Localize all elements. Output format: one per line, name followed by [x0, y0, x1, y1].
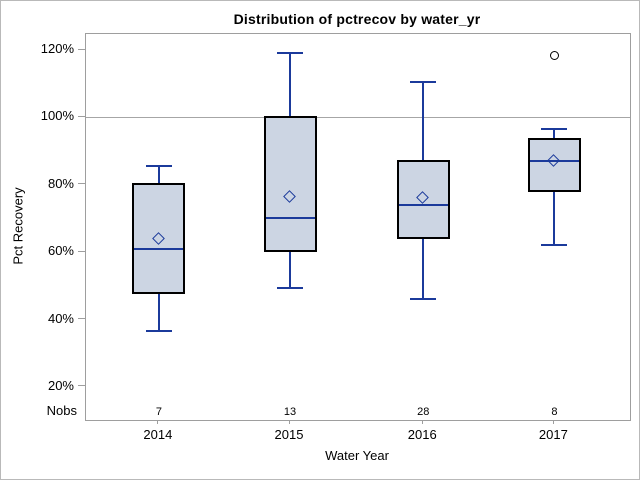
- y-tick-label: 20%: [47, 377, 74, 393]
- upper-whisker: [422, 82, 425, 160]
- iqr-box: [132, 183, 186, 295]
- y-tick-label: 40%: [47, 310, 74, 326]
- outlier-point: [550, 51, 560, 61]
- x-tick-label: 2017: [538, 427, 568, 442]
- lower-whisker-cap: [145, 330, 172, 333]
- reference-line-100: [86, 116, 630, 118]
- upper-whisker: [157, 166, 160, 184]
- x-tick-mark: [421, 420, 423, 424]
- median-line: [134, 247, 184, 250]
- lower-whisker-cap: [277, 286, 303, 289]
- lower-whisker: [157, 294, 160, 332]
- y-tick-mark: [78, 115, 85, 117]
- plot-area: 7 13 28 8: [85, 33, 631, 421]
- upper-whisker-cap: [277, 52, 303, 55]
- median-line: [398, 204, 448, 206]
- y-tick-mark: [78, 385, 85, 387]
- lower-whisker: [289, 252, 291, 288]
- nobs-value: 28: [417, 406, 430, 418]
- upper-whisker-cap: [410, 81, 437, 84]
- upper-whisker-cap: [145, 165, 172, 168]
- y-tick-mark: [78, 183, 85, 185]
- iqr-box: [527, 137, 581, 192]
- lower-whisker: [422, 238, 425, 300]
- x-tick-mark: [552, 420, 554, 424]
- x-tick-label: 2015: [274, 427, 304, 442]
- lower-whisker: [553, 191, 556, 246]
- upper-whisker-cap: [541, 128, 568, 131]
- median-line: [529, 160, 579, 163]
- x-axis-title: Water Year: [325, 448, 389, 463]
- lower-whisker-cap: [410, 298, 437, 301]
- x-tick-mark: [288, 420, 290, 424]
- y-tick-label: 100%: [40, 108, 74, 124]
- y-axis-title: Pct Recovery: [10, 187, 26, 265]
- nobs-value: 7: [155, 406, 162, 418]
- y-tick-mark: [78, 250, 85, 252]
- y-tick-mark: [78, 48, 85, 50]
- upper-whisker: [553, 129, 556, 138]
- median-line: [265, 217, 315, 220]
- nobs-value: 13: [283, 406, 297, 418]
- nobs-row-label: Nobs: [46, 403, 77, 418]
- iqr-box: [396, 159, 450, 239]
- y-tick-label: 60%: [47, 243, 74, 259]
- chart-title: Distribution of pctrecov by water_yr: [233, 11, 481, 27]
- x-tick-label: 2014: [143, 427, 173, 442]
- y-tick-label: 80%: [47, 175, 74, 191]
- iqr-box: [263, 115, 317, 253]
- y-tick-label: 120%: [40, 41, 74, 56]
- x-tick-mark: [157, 420, 159, 424]
- upper-whisker: [289, 53, 291, 116]
- y-tick-mark: [78, 318, 85, 320]
- lower-whisker-cap: [541, 244, 568, 247]
- nobs-value: 8: [551, 406, 558, 418]
- x-tick-label: 2016: [407, 427, 437, 442]
